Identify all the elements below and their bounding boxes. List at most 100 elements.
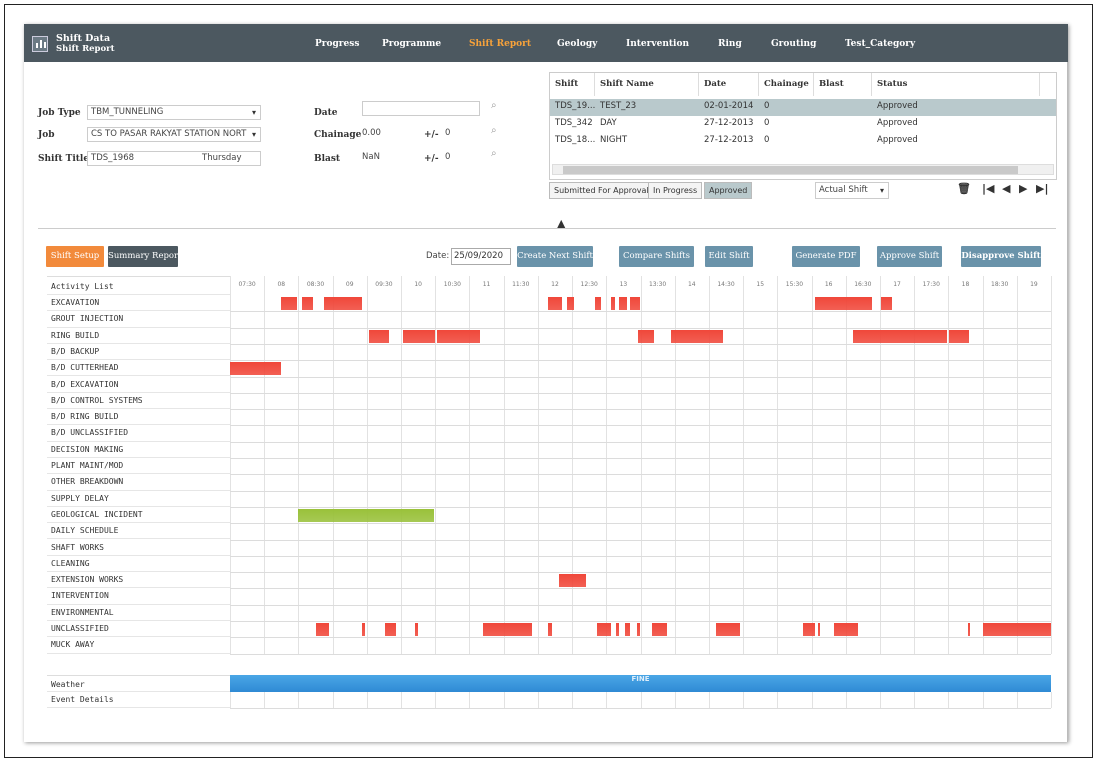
- activity-bar[interactable]: [982, 623, 1051, 637]
- activity-row-label[interactable]: INTERVENTION: [47, 588, 230, 605]
- filter-submitted-button[interactable]: Submitted For Approval: [549, 182, 654, 199]
- activity-bar[interactable]: [596, 623, 612, 637]
- chainage-tolerance-field[interactable]: 0: [445, 128, 451, 138]
- activity-bar[interactable]: [316, 623, 329, 637]
- activity-bar[interactable]: [559, 574, 587, 588]
- activity-row-label[interactable]: PLANT MAINT/MOD: [47, 458, 230, 475]
- horizontal-scrollbar[interactable]: [552, 164, 1054, 175]
- activity-bar[interactable]: [624, 623, 631, 637]
- nav-geology[interactable]: Geology: [557, 39, 598, 49]
- nav-programme[interactable]: Programme: [382, 39, 442, 49]
- table-row[interactable]: TDS_19... TEST_23 02-01-2014 0 Approved: [550, 99, 1056, 116]
- activity-row-label[interactable]: RING BUILD: [47, 327, 230, 344]
- activity-row-label[interactable]: UNCLASSIFIED: [47, 621, 230, 638]
- edit-shift-button[interactable]: Edit Shift: [705, 246, 753, 267]
- collapse-icon[interactable]: ▲: [557, 217, 566, 230]
- nav-ring[interactable]: Ring: [718, 39, 742, 49]
- activity-bar[interactable]: [670, 329, 723, 343]
- activity-row-label[interactable]: EXTENSION WORKS: [47, 572, 230, 589]
- delete-icon[interactable]: 🗑︎: [957, 182, 971, 195]
- scrollbar-thumb[interactable]: [563, 166, 1018, 174]
- compare-shifts-button[interactable]: Compare Shifts: [619, 246, 694, 267]
- activity-row-label[interactable]: CLEANING: [47, 555, 230, 573]
- job-select[interactable]: CS TO PASAR RAKYAT STATION NORT ▾: [87, 127, 261, 142]
- activity-bar[interactable]: [618, 297, 627, 311]
- activity-row-label[interactable]: MUCK AWAY: [47, 637, 230, 654]
- search-icon[interactable]: ⌕: [491, 148, 497, 159]
- first-page-icon[interactable]: |◀: [982, 182, 995, 195]
- activity-bar[interactable]: [615, 623, 619, 637]
- activity-bar[interactable]: [384, 623, 397, 637]
- activity-row-label[interactable]: B/D CONTROL SYSTEMS: [47, 392, 230, 410]
- activity-bar[interactable]: [230, 362, 282, 376]
- activity-row-label[interactable]: B/D CUTTERHEAD: [47, 360, 230, 377]
- activity-row-label[interactable]: SHAFT WORKS: [47, 539, 230, 556]
- filter-in-progress-button[interactable]: In Progress: [648, 182, 703, 199]
- activity-bar[interactable]: [630, 297, 641, 311]
- activity-bar[interactable]: [652, 623, 668, 637]
- date-field[interactable]: [362, 101, 480, 116]
- activity-bar[interactable]: [594, 297, 602, 311]
- nav-shift-report[interactable]: Shift Report: [469, 39, 532, 49]
- search-icon[interactable]: ⌕: [491, 125, 497, 136]
- activity-bar[interactable]: [548, 623, 553, 637]
- activity-bar[interactable]: [814, 297, 872, 311]
- shift-title-field[interactable]: TDS_1968 Thursday: [87, 151, 261, 166]
- activity-bar[interactable]: [715, 623, 741, 637]
- activity-row-label[interactable]: SUPPLY DELAY: [47, 490, 230, 507]
- activity-bar[interactable]: [548, 297, 562, 311]
- activity-bar[interactable]: [638, 329, 655, 343]
- col-header-blast[interactable]: Blast: [814, 73, 872, 96]
- activity-bar[interactable]: [567, 297, 575, 311]
- nav-grouting[interactable]: Grouting: [771, 39, 817, 49]
- activity-bar[interactable]: [280, 297, 298, 311]
- activity-row-label[interactable]: GROUT INJECTION: [47, 311, 230, 328]
- table-row[interactable]: TDS_342 DAY 27-12-2013 0 Approved: [550, 116, 1056, 133]
- activity-bar[interactable]: [437, 329, 480, 343]
- disapprove-shift-button[interactable]: Disapprove Shift: [961, 246, 1041, 267]
- col-header-shift[interactable]: Shift: [550, 73, 595, 96]
- summary-report-button[interactable]: Summary Report: [108, 246, 182, 267]
- activity-bar[interactable]: [323, 297, 363, 311]
- next-page-icon[interactable]: ▶: [1019, 182, 1028, 195]
- activity-bar[interactable]: [298, 508, 434, 523]
- activity-bar[interactable]: [949, 329, 969, 343]
- shift-type-select[interactable]: Actual Shift ▾: [815, 182, 889, 199]
- activity-row-label[interactable]: ENVIRONMENTAL: [47, 604, 230, 621]
- activity-bar[interactable]: [852, 329, 947, 343]
- activity-bar[interactable]: [403, 329, 435, 343]
- activity-bar[interactable]: [880, 297, 893, 311]
- last-page-icon[interactable]: ▶|: [1036, 182, 1049, 195]
- chainage-field[interactable]: 0.00: [362, 128, 381, 138]
- search-icon[interactable]: ⌕: [491, 100, 497, 111]
- activity-bar[interactable]: [637, 623, 641, 637]
- activity-row-label[interactable]: B/D UNCLASSIFIED: [47, 425, 230, 442]
- activity-row-label[interactable]: B/D RING BUILD: [47, 409, 230, 426]
- activity-row-label[interactable]: DECISION MAKING: [47, 441, 230, 458]
- activity-bar[interactable]: [967, 623, 971, 637]
- blast-field[interactable]: NaN: [362, 152, 380, 162]
- activity-row-label[interactable]: OTHER BREAKDOWN: [47, 474, 230, 491]
- create-next-shift-button[interactable]: Create Next Shift: [517, 246, 593, 267]
- previous-page-icon[interactable]: ◀: [1002, 182, 1011, 195]
- generate-pdf-button[interactable]: Generate PDF: [792, 246, 860, 267]
- approve-shift-button[interactable]: Approve Shift: [877, 246, 942, 267]
- report-date-input[interactable]: 25/09/2020: [451, 248, 511, 265]
- blast-tolerance-field[interactable]: 0: [445, 152, 451, 162]
- nav-test-category[interactable]: Test_Category: [845, 39, 916, 49]
- filter-approved-button[interactable]: Approved: [704, 182, 753, 199]
- shift-setup-button[interactable]: Shift Setup: [46, 246, 104, 267]
- activity-bar[interactable]: [362, 623, 366, 637]
- activity-bar[interactable]: [415, 623, 419, 637]
- activity-bar[interactable]: [611, 297, 616, 311]
- nav-intervention[interactable]: Intervention: [626, 39, 689, 49]
- nav-progress[interactable]: Progress: [315, 39, 360, 49]
- activity-row-label[interactable]: B/D EXCAVATION: [47, 376, 230, 393]
- activity-row-label[interactable]: GEOLOGICAL INCIDENT: [47, 506, 230, 524]
- col-header-shift-name[interactable]: Shift Name: [595, 73, 699, 96]
- activity-bar[interactable]: [834, 623, 859, 637]
- activity-row-label[interactable]: EXCAVATION: [47, 295, 230, 312]
- activity-bar[interactable]: [817, 623, 821, 637]
- table-row[interactable]: TDS_18... NIGHT 27-12-2013 0 Approved: [550, 133, 1056, 150]
- activity-bar[interactable]: [301, 297, 314, 311]
